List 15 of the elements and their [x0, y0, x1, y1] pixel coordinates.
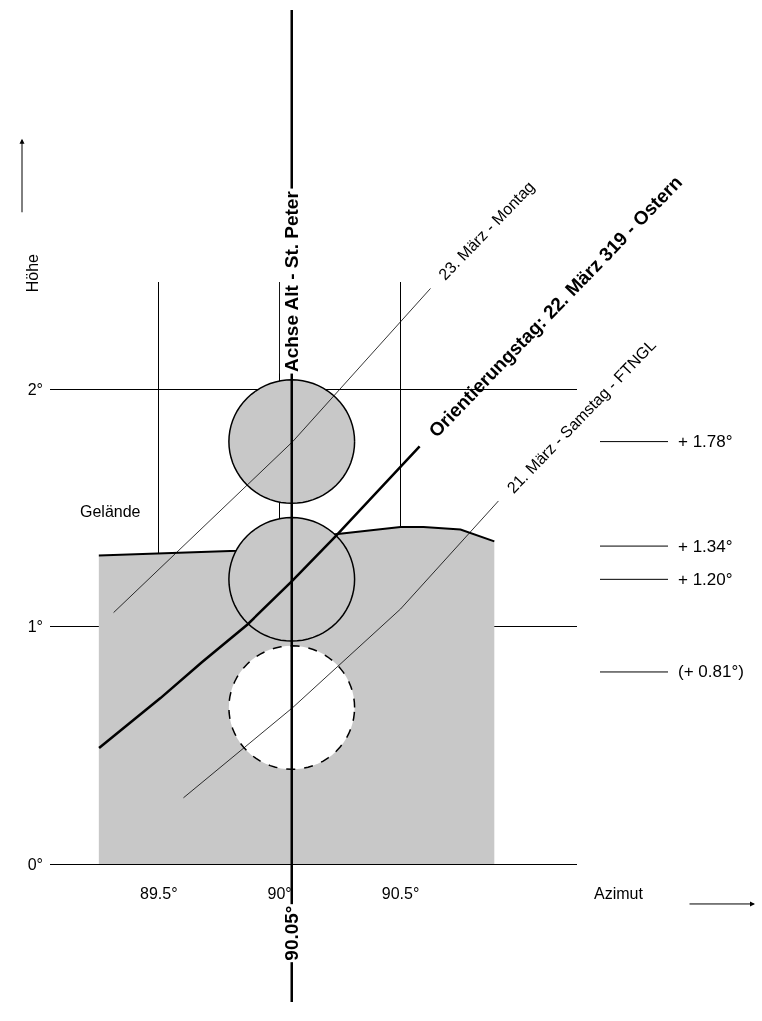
ref-line-label: + 1.34°: [678, 537, 733, 556]
text: Gelände: [80, 503, 141, 520]
ref-line-label: Achse Alt - St. Peter: [281, 190, 303, 373]
x-tick-label: 89.5°: [140, 884, 178, 902]
ref-line-label: (+ 0.81°): [678, 662, 744, 681]
ref-line-label: + 1.20°: [678, 570, 733, 589]
x-tick-label: 90°: [267, 884, 292, 902]
x-axis-title: Azimut: [594, 885, 644, 902]
y-axis-title: Höhe: [23, 253, 41, 293]
annotation: 90.05°: [280, 905, 302, 961]
x-tick-label: 90.5°: [381, 884, 420, 902]
y-tick-label: 2°: [27, 380, 43, 398]
y-tick-label: 1°: [27, 618, 43, 636]
ref-line-label: + 1.78°: [678, 432, 733, 451]
y-tick-label: 0°: [27, 855, 43, 873]
